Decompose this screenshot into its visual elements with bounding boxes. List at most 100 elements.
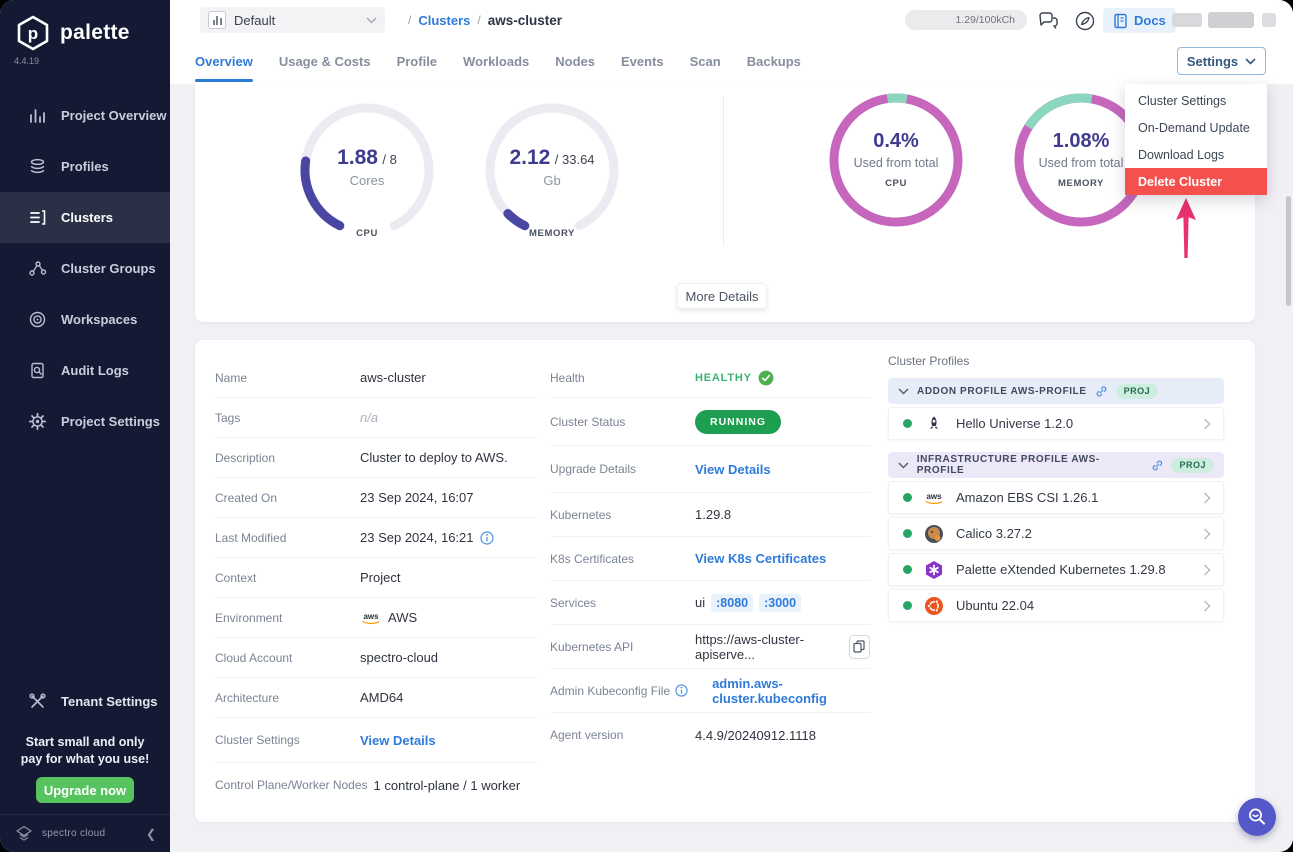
upgrade-now-button[interactable]: Upgrade now [36,777,134,803]
cpu-usage-percent: 0.4% [826,130,966,153]
pack-name: Calico 3.27.2 [956,526,1032,541]
menu-item-on-demand-update[interactable]: On-Demand Update [1125,114,1267,141]
collapse-sidebar-icon[interactable]: ❮ [146,827,156,841]
check-circle-icon [758,370,774,386]
redacted-text [1172,13,1202,27]
profile-pack-row[interactable]: Palette eXtended Kubernetes 1.29.8 [888,553,1224,586]
chevron-down-icon [1245,58,1256,65]
metrics-card: 1.88 / 8 Cores CPU 2.12 / 33.64 Gb MEMOR… [195,84,1255,322]
tab-workloads[interactable]: Workloads [463,54,529,71]
infrastructure-profile-header[interactable]: INFRASTRUCTURE PROFILE AWS-PROFILE PROJ [888,452,1224,478]
tags-value: n/a [360,410,378,425]
chevron-down-icon [898,388,909,395]
sidebar-item-clusters[interactable]: Clusters [0,192,170,243]
info-icon[interactable] [675,684,688,697]
docs-button[interactable]: Docs [1103,8,1176,33]
menu-item-cluster-settings[interactable]: Cluster Settings [1125,87,1267,114]
sidebar-item-profiles[interactable]: Profiles [0,141,170,192]
sidebar-item-label: Audit Logs [61,363,129,378]
sidebar-item-cluster-groups[interactable]: Cluster Groups [0,243,170,294]
breadcrumb-current: aws-cluster [488,13,562,28]
cluster-profiles-title: Cluster Profiles [888,354,1224,368]
memory-gauge-label: MEMORY [482,228,622,239]
field-label: Upgrade Details [550,462,695,476]
project-scope-badge: PROJ [1171,458,1214,473]
row-health: Health HEALTHY [550,358,870,398]
row-nodes: Control Plane/Worker Nodes 1 control-pla… [215,763,537,807]
row-cluster-settings: Cluster Settings View Details [215,718,537,763]
environment-value: AWS [388,610,417,625]
redacted-avatar [1262,13,1276,27]
breadcrumb-clusters-link[interactable]: Clusters [418,13,470,28]
pack-status-dot [903,565,912,574]
sidebar: p palette 4.4.19 Project Overview Profil… [0,0,170,852]
tab-profile[interactable]: Profile [397,54,437,71]
status-badge: RUNNING [695,410,781,434]
sidebar-item-label: Cluster Groups [61,261,156,276]
tab-scan[interactable]: Scan [690,54,721,71]
row-last-modified: Last Modified 23 Sep 2024, 16:21 [215,518,537,558]
addon-profile-header[interactable]: ADDON PROFILE AWS-PROFILE PROJ [888,378,1224,404]
profile-pack-row[interactable]: Ubuntu 22.04 [888,589,1224,622]
aws-logo: aws [923,487,945,509]
copy-button[interactable] [849,635,870,659]
service-port-link[interactable]: :8080 [711,594,753,612]
tab-nodes[interactable]: Nodes [555,54,595,71]
more-details-button[interactable]: More Details [677,283,767,309]
admin-kubeconfig-link[interactable]: admin.aws-cluster.kubeconfig [712,676,870,706]
tab-overview[interactable]: Overview [195,54,253,71]
sidebar-item-tenant-settings[interactable]: Tenant Settings [0,686,170,716]
project-scope-icon [208,11,226,29]
field-label: Health [550,371,695,385]
settings-button[interactable]: Settings [1177,47,1266,75]
tab-usage-costs[interactable]: Usage & Costs [279,54,371,71]
profile-pack-row[interactable]: aws Amazon EBS CSI 1.26.1 [888,481,1224,514]
usage-quota-badge[interactable]: 1.29/100kCh [905,10,1027,30]
field-label: Description [215,451,360,465]
pilot-assist-icon[interactable] [1072,8,1098,34]
gear-icon [28,412,47,431]
profile-pack-row[interactable]: Hello Universe 1.2.0 [888,407,1224,440]
chevron-right-icon [1203,492,1211,504]
field-label: Services [550,596,695,610]
field-label: Kubernetes API [550,640,695,654]
info-icon[interactable] [480,531,494,545]
service-port-link[interactable]: :3000 [759,594,801,612]
sidebar-item-workspaces[interactable]: Workspaces [0,294,170,345]
scrollbar-thumb[interactable] [1286,196,1291,306]
sidebar-footer: spectro cloud ❮ [0,814,170,852]
pack-status-dot [903,529,912,538]
sidebar-item-project-settings[interactable]: Project Settings [0,396,170,447]
sidebar-item-label: Profiles [61,159,109,174]
sidebar-item-project-overview[interactable]: Project Overview [0,90,170,141]
memory-total-value: / 33.64 [555,152,595,167]
field-label: Agent version [550,728,695,742]
details-column-left: Name aws-cluster Tags n/a Description Cl… [215,358,537,807]
chat-icon[interactable] [1035,8,1061,34]
upgrade-view-details-link[interactable]: View Details [695,462,771,477]
menu-item-download-logs[interactable]: Download Logs [1125,141,1267,168]
pack-name: Palette eXtended Kubernetes 1.29.8 [956,562,1166,577]
support-search-fab[interactable] [1238,798,1276,836]
profile-pack-row[interactable]: Calico 3.27.2 [888,517,1224,550]
palette-logo-icon: p [14,14,52,52]
details-column-middle: Health HEALTHY Cluster Status RUNNING Up… [550,358,870,757]
menu-item-delete-cluster[interactable]: Delete Cluster [1125,168,1267,195]
tab-events[interactable]: Events [621,54,664,71]
sidebar-item-label: Workspaces [61,312,137,327]
sidebar-item-audit-logs[interactable]: Audit Logs [0,345,170,396]
app-version: 4.4.19 [14,56,130,66]
row-cluster-status: Cluster Status RUNNING [550,398,870,446]
row-k8s-certificates: K8s Certificates View K8s Certificates [550,537,870,581]
breadcrumb: / Clusters / aws-cluster [408,0,562,40]
network-icon [28,259,47,278]
project-selector[interactable]: Default [200,7,385,33]
field-label: Cluster Settings [215,733,360,747]
view-k8s-certificates-link[interactable]: View K8s Certificates [695,551,826,566]
cpu-used-value: 1.88 [337,146,378,169]
brand-logo: p palette 4.4.19 [14,14,130,66]
cluster-settings-view-details-link[interactable]: View Details [360,733,436,748]
svg-text:aws: aws [363,612,379,621]
tab-backups[interactable]: Backups [747,54,801,71]
field-label: Last Modified [215,531,360,545]
